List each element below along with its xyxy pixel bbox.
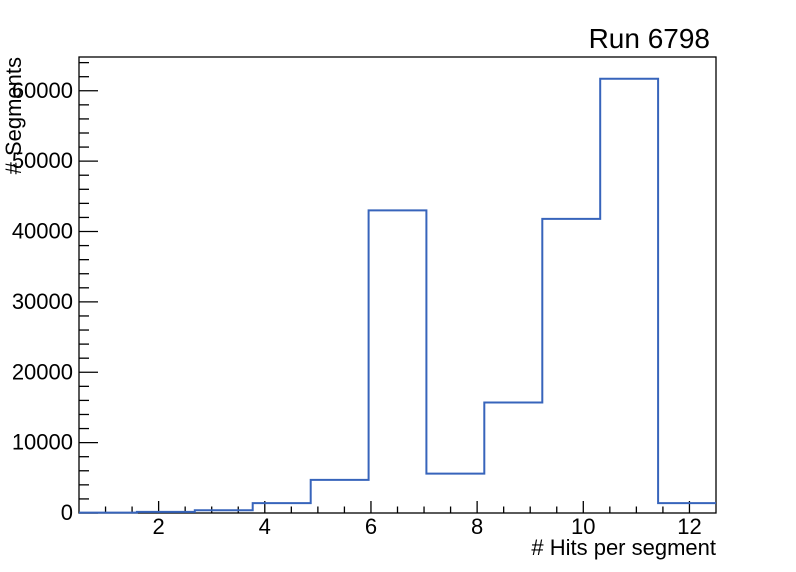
x-axis: 2 4 6 8 10 12 [104, 501, 702, 539]
x-axis-title: # Hits per segment [531, 535, 716, 560]
histogram-line [79, 77, 716, 514]
y-axis: 0 10000 20000 30000 40000 50000 60000 [12, 61, 98, 525]
x-tick-label: 2 [153, 514, 165, 539]
y-tick-label: 30000 [12, 289, 73, 314]
x-tick-label: 6 [365, 514, 377, 539]
y-tick-label: 20000 [12, 359, 73, 384]
y-tick-label: 10000 [12, 430, 73, 455]
x-tick-label: 12 [677, 514, 701, 539]
y-tick-label: 60000 [12, 78, 73, 103]
y-tick-label: 50000 [12, 148, 73, 173]
y-tick-label: 0 [61, 500, 73, 525]
x-tick-label: 10 [571, 514, 595, 539]
x-tick-label: 8 [471, 514, 483, 539]
plot-frame [78, 56, 717, 514]
x-tick-label: 4 [259, 514, 271, 539]
chart-title: Run 6798 [589, 23, 710, 54]
y-axis-title: # Segments [1, 57, 26, 174]
y-tick-label: 40000 [12, 219, 73, 244]
